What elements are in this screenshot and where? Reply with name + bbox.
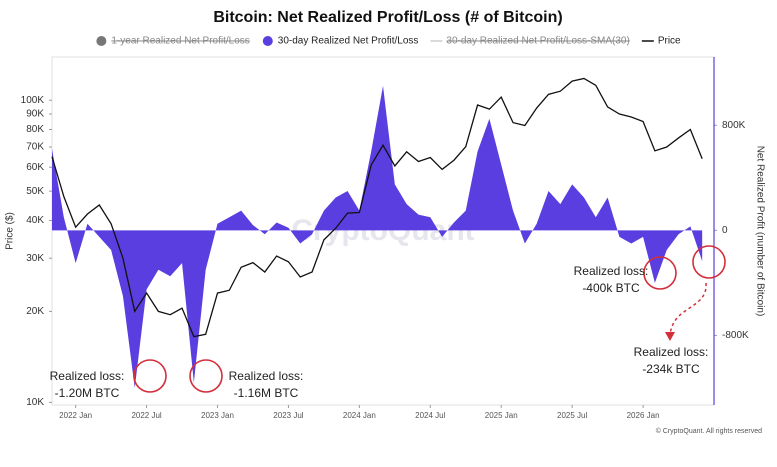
highlight-circle: [189, 359, 223, 393]
legend-swatch: [96, 36, 107, 46]
x-tick-label: 2026 Jan: [627, 411, 660, 420]
legend-label: Price: [658, 36, 681, 47]
y2-axis-label: Net Realized Profit (number of Bitcoin): [754, 146, 765, 317]
footer: © CryptoQuant. All rights reserved: [656, 427, 762, 435]
highlight-circle: [692, 245, 726, 279]
legend-swatch: [262, 36, 273, 46]
x-tick-label: 2022 Jan: [59, 411, 92, 420]
y-tick-label: 100K: [21, 95, 45, 106]
legend: 1-year Realized Net Profit/Loss 30-day Re…: [96, 36, 681, 47]
x-tick-label: 2024 Jan: [343, 411, 376, 420]
y-tick-label: 80K: [26, 124, 44, 135]
arrow: [669, 282, 707, 337]
annotation: -1.16M BTC: [234, 386, 299, 400]
highlight-circle: [133, 359, 167, 393]
legend-label: 1-year Realized Net Profit/Loss: [111, 36, 249, 47]
y-tick-label: 30K: [26, 253, 44, 264]
y2-tick-label: -800K: [722, 330, 749, 341]
legend-label: 30-day Realized Net Profit/Loss: [278, 36, 419, 47]
x-tick-label: 2023 Jan: [201, 411, 234, 420]
annotation: Realized loss:: [50, 369, 125, 383]
annotation: -1.20M BTC: [55, 386, 120, 400]
y-tick-label: 40K: [26, 215, 44, 226]
x-tick-label: 2023 Jul: [273, 411, 303, 420]
legend-item: 30-day Realized Net Profit/Loss-SMA(30): [430, 36, 630, 47]
chart-title: Bitcoin: Net Realized Profit/Loss (# of …: [213, 9, 562, 26]
annotation: -234k BTC: [642, 362, 700, 376]
y-tick-label: 10K: [26, 397, 44, 408]
y2-tick-label: 0: [722, 225, 728, 236]
area: [52, 85, 703, 388]
annotation: Realized loss:: [574, 264, 649, 278]
y-tick-label: 50K: [26, 186, 44, 197]
legend-item: Price: [641, 36, 681, 47]
y-tick-label: 90K: [26, 109, 44, 120]
highlight-circle: [643, 256, 677, 290]
x-tick-label: 2025 Jul: [557, 411, 587, 420]
x-tick-label: 2025 Jan: [485, 411, 518, 420]
legend-label: 30-day Realized Net Profit/Loss-SMA(30): [446, 36, 629, 47]
annotation: Realized loss:: [229, 369, 304, 383]
legend-item: 30-day Realized Net Profit/Loss: [262, 36, 419, 47]
annotation: Realized loss:: [634, 345, 709, 359]
highlights: [133, 245, 726, 393]
y-tick-label: 20K: [26, 306, 44, 317]
y-axis-label: Price ($): [5, 212, 16, 250]
y-tick-label: 70K: [26, 142, 44, 153]
x-tick-label: 2022 Jul: [131, 411, 161, 420]
y2-tick-label: 800K: [722, 120, 746, 131]
legend-item: 1-year Realized Net Profit/Loss: [96, 36, 250, 47]
arrow-head: [665, 332, 675, 341]
y-tick-label: 60K: [26, 162, 44, 173]
x-tick-label: 2024 Jul: [415, 411, 445, 420]
line: [51, 77, 703, 338]
annotation: -400k BTC: [582, 281, 640, 295]
